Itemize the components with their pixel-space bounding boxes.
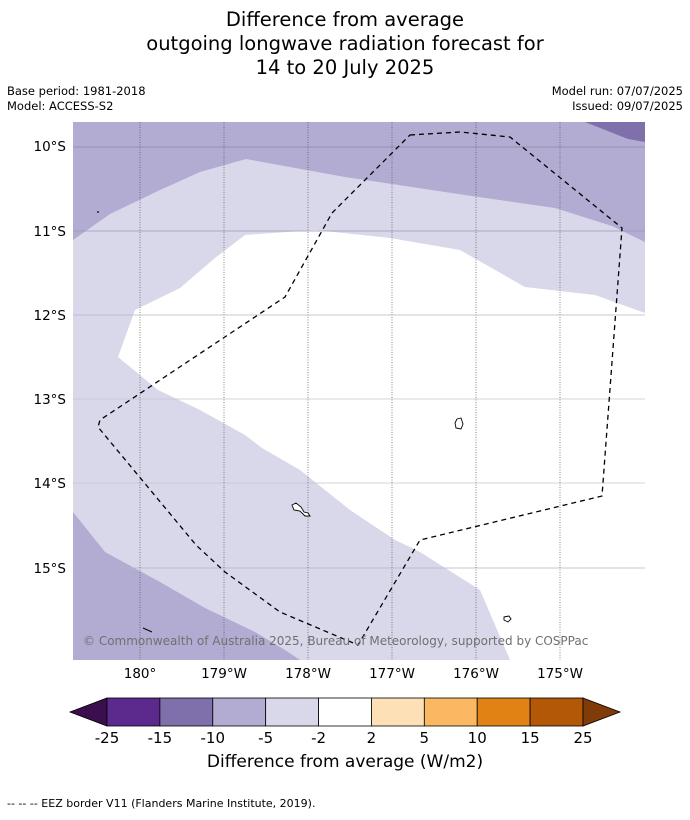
island-3 <box>503 615 512 623</box>
colorbar-cell <box>265 697 319 727</box>
colorbar-cell <box>159 697 214 727</box>
lat-label: 12°S <box>34 308 67 324</box>
copyright-text: © Commonwealth of Australia 2025, Bureau… <box>83 634 588 648</box>
lon-label: 180° <box>124 666 157 682</box>
anomaly-neutral-area <box>118 230 645 660</box>
anomaly-minus10-area-south <box>73 512 300 660</box>
colorbar-cell <box>529 697 584 727</box>
title-line-1: Difference from average <box>225 8 465 31</box>
colorbar-tick-label: 25 <box>573 729 592 747</box>
colorbar-tick-label: 5 <box>420 729 430 747</box>
eez-legend-note: -- -- -- EEZ border V11 (Flanders Marine… <box>7 797 316 810</box>
lon-labels: 180° 179°W 178°W 177°W 176°W 175°W <box>124 666 583 682</box>
lat-label: 15°S <box>34 561 67 577</box>
eez-border <box>97 131 623 646</box>
colorbar-cell <box>318 697 372 727</box>
title-line-3: 14 to 20 July 2025 <box>255 56 435 79</box>
island-2 <box>291 502 311 517</box>
colorbar-cell <box>423 697 478 727</box>
issued-date: Issued: 09/07/2025 <box>572 99 683 113</box>
anomaly-minus10-area-north <box>73 122 645 242</box>
colorbar: -25 -15 -10 -5 -2 2 5 10 15 25 <box>68 697 622 747</box>
lat-label: 13°S <box>34 392 67 408</box>
model-name: Model: ACCESS-S2 <box>7 99 114 113</box>
meta-right: Model run: 07/07/2025 Issued: 09/07/2025 <box>552 84 683 114</box>
colorbar-cell <box>106 697 161 727</box>
colorbar-cell <box>371 697 425 727</box>
colorbar-cell <box>476 697 531 727</box>
map-panel: © Commonwealth of Australia 2025, Bureau… <box>73 122 645 660</box>
colorbar-tick-label: -15 <box>148 729 173 747</box>
colorbar-label: Difference from average (W/m2) <box>206 752 484 772</box>
map-title: Difference from average outgoing longwav… <box>0 8 690 80</box>
gridlines <box>73 122 645 660</box>
base-period: Base period: 1981-2018 <box>7 84 146 98</box>
anomaly-minus15-area <box>585 122 645 142</box>
colorbar-tick-label: 15 <box>521 729 540 747</box>
colorbar-extend-high <box>582 697 622 727</box>
colorbar-tick-label: -10 <box>201 729 226 747</box>
island-5 <box>97 211 99 213</box>
colorbar-tick-label: 2 <box>367 729 377 747</box>
colorbar-tick-label: -5 <box>258 729 273 747</box>
colorbar-extend-low <box>68 697 108 727</box>
lat-label: 10°S <box>34 139 67 155</box>
lon-label: 177°W <box>369 666 415 682</box>
colorbar-tick-label: -25 <box>95 729 120 747</box>
lon-label: 175°W <box>537 666 583 682</box>
colorbar-cell <box>212 697 267 727</box>
lon-label: 179°W <box>201 666 247 682</box>
lat-label: 14°S <box>34 476 67 492</box>
colorbar-ticks: -25 -15 -10 -5 -2 2 5 10 15 25 <box>95 729 593 747</box>
lon-label: 178°W <box>285 666 331 682</box>
colorbar-tick-label: 10 <box>468 729 487 747</box>
island-1 <box>454 417 464 430</box>
colorbar-tick-label: -2 <box>311 729 326 747</box>
lat-label: 11°S <box>34 224 67 240</box>
lat-labels: 10°S 11°S 12°S 13°S 14°S 15°S <box>34 139 67 577</box>
colorbar-cells <box>106 697 584 727</box>
title-line-2: outgoing longwave radiation forecast for <box>146 32 544 55</box>
model-run: Model run: 07/07/2025 <box>551 84 683 98</box>
lon-label: 176°W <box>453 666 499 682</box>
meta-left: Base period: 1981-2018 Model: ACCESS-S2 <box>7 84 146 114</box>
island-4 <box>142 627 153 633</box>
